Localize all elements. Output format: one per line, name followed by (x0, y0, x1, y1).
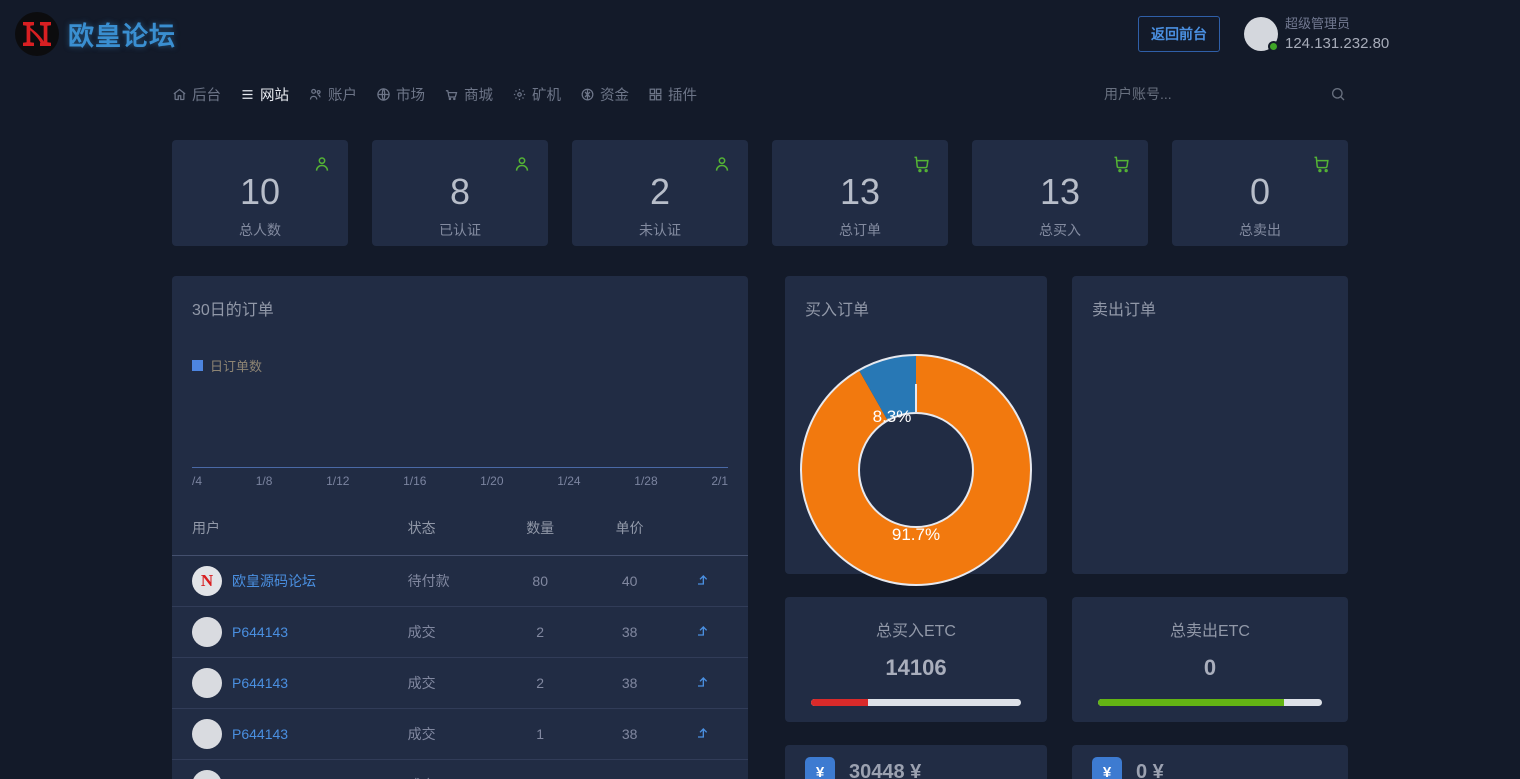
svg-text:91.7%: 91.7% (892, 525, 940, 544)
svg-text:8.3%: 8.3% (873, 407, 912, 426)
